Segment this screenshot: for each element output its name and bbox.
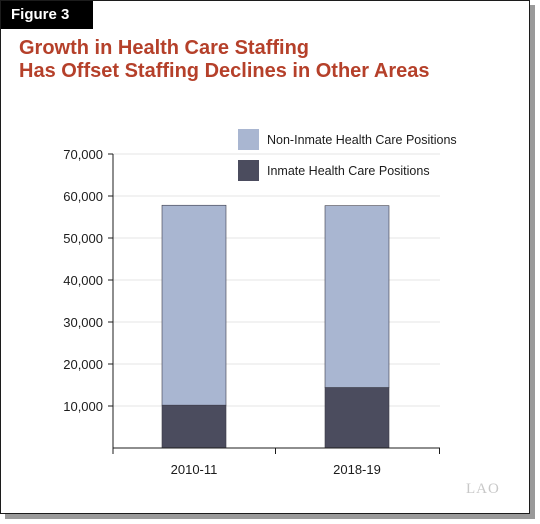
legend-swatch-inmate [238, 160, 259, 181]
bar-segment-inmate [324, 387, 390, 449]
legend-label-inmate: Inmate Health Care Positions [267, 164, 430, 178]
bar-segment-non-inmate [161, 204, 227, 406]
y-tick-label: 30,000 [63, 315, 103, 330]
y-tick-label: 20,000 [63, 357, 103, 372]
y-tick-label: 10,000 [63, 399, 103, 414]
y-tick-label: 40,000 [63, 273, 103, 288]
lao-logo: LAO [466, 481, 500, 497]
legend-label-non-inmate: Non-Inmate Health Care Positions [267, 133, 457, 147]
y-tick-label: 60,000 [63, 189, 103, 204]
y-tick-label: 70,000 [63, 147, 103, 162]
legend: Non-Inmate Health Care Positions Inmate H… [238, 129, 457, 181]
y-axis-ticks: 10,000 20,000 30,000 40,000 50,000 60,000 70,0… [63, 147, 113, 414]
bar-segment-non-inmate [324, 205, 390, 388]
bar-segment-inmate [161, 404, 227, 449]
x-tick-label: 2010-11 [171, 462, 218, 477]
x-tick-label: 2018-19 [333, 462, 381, 477]
bars [161, 204, 390, 449]
figure-label: Figure 3 [1, 1, 93, 29]
chart-title: Growth in Health Care Staffing Has Offse… [19, 37, 499, 83]
figure-frame: Figure 3 Growth in Health Care Staffing … [0, 0, 530, 514]
x-axis-ticks: 2010-11 2018-19 [171, 448, 440, 477]
axes [112, 154, 440, 454]
title-line-1: Growth in Health Care Staffing [19, 37, 310, 59]
title-line-2: Has Offset Staffing Declines in Other Ar… [19, 60, 430, 82]
legend-swatch-non-inmate [238, 129, 259, 150]
y-tick-label: 50,000 [63, 231, 103, 246]
